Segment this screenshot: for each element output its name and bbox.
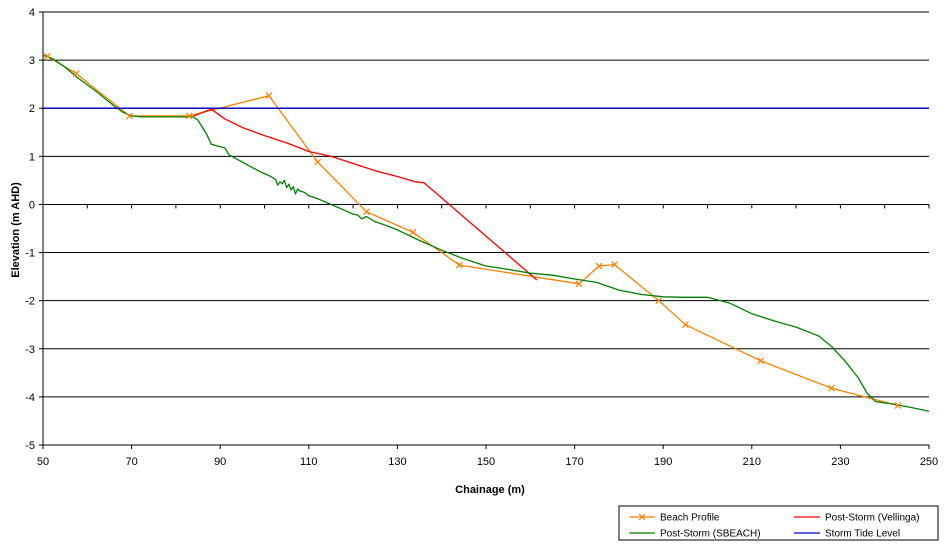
x-tick-label: 50 (37, 456, 49, 468)
x-marker-stroke (894, 402, 902, 409)
x-tick-label: 110 (300, 456, 318, 468)
legend-label: Post-Storm (SBEACH) (660, 529, 761, 540)
x-marker (894, 402, 902, 409)
x-marker (638, 513, 646, 521)
x-marker-stroke (575, 280, 583, 288)
x-marker (455, 261, 463, 269)
x-marker-stroke (362, 208, 370, 216)
x-marker (314, 158, 322, 166)
x-marker (265, 92, 273, 100)
x-tick-label: 230 (831, 456, 849, 468)
x-tick-label: 170 (565, 456, 583, 468)
x-tick-label: 90 (214, 456, 226, 468)
x-marker (681, 321, 689, 329)
axes (39, 11, 930, 449)
legend-label: Beach Profile (660, 513, 720, 524)
x-tick-label: 130 (388, 456, 406, 468)
x-marker-stroke (265, 92, 273, 100)
y-tick-label: 2 (29, 103, 35, 115)
x-marker (575, 280, 583, 288)
x-marker (757, 357, 765, 365)
x-marker-stroke (611, 261, 618, 269)
y-tick-label: -3 (25, 344, 35, 356)
x-marker-stroke (185, 112, 193, 120)
y-tick-label: -4 (25, 392, 35, 404)
series-lines (42, 54, 930, 412)
x-tick-label: 190 (654, 456, 672, 468)
series-line-post-storm-sbeach (42, 54, 930, 412)
x-marker (362, 208, 370, 216)
legend-label: Post-Storm (Vellinga) (825, 513, 919, 524)
x-marker-stroke (595, 262, 603, 270)
y-tick-label: 1 (29, 151, 35, 163)
series-markers (44, 52, 902, 409)
legend-box (618, 505, 939, 541)
x-marker-stroke (757, 357, 765, 365)
x-marker (125, 112, 133, 120)
x-tick-label: 150 (477, 456, 495, 468)
x-marker-stroke (655, 297, 663, 305)
y-tick-label: 0 (29, 199, 35, 211)
x-tick-label: 210 (743, 456, 761, 468)
x-marker (44, 52, 51, 60)
x-marker-stroke (455, 261, 463, 269)
y-axis-title: Elevation (m AHD) (10, 182, 22, 278)
series-line-post-storm-vellinga (193, 108, 538, 281)
x-marker-stroke (44, 52, 51, 60)
y-tick-label: -5 (25, 440, 35, 452)
y-tick-label: -1 (25, 248, 35, 260)
legend: Beach Profile Post-Storm (Vellinga) Post-S… (618, 505, 939, 541)
x-marker-stroke (409, 228, 417, 236)
x-marker-stroke (681, 321, 689, 329)
x-marker (655, 297, 663, 305)
x-marker (611, 261, 618, 269)
x-marker (72, 70, 80, 78)
x-tick-label: 250 (920, 456, 938, 468)
x-marker-stroke (125, 112, 133, 120)
x-marker-stroke (72, 70, 80, 78)
x-tick-label: 70 (125, 456, 137, 468)
x-marker (595, 262, 603, 270)
x-marker-stroke (638, 513, 646, 521)
x-marker-stroke (314, 158, 322, 166)
y-tick-label: -2 (25, 296, 35, 308)
x-marker (828, 384, 835, 392)
legend-label: Storm Tide Level (825, 529, 900, 540)
x-marker-stroke (828, 384, 835, 392)
x-marker (185, 112, 193, 120)
y-tick-label: 4 (29, 7, 35, 19)
y-tick-label: 3 (29, 55, 35, 67)
x-marker (409, 228, 417, 236)
x-axis-title: Chainage (m) (455, 484, 525, 496)
